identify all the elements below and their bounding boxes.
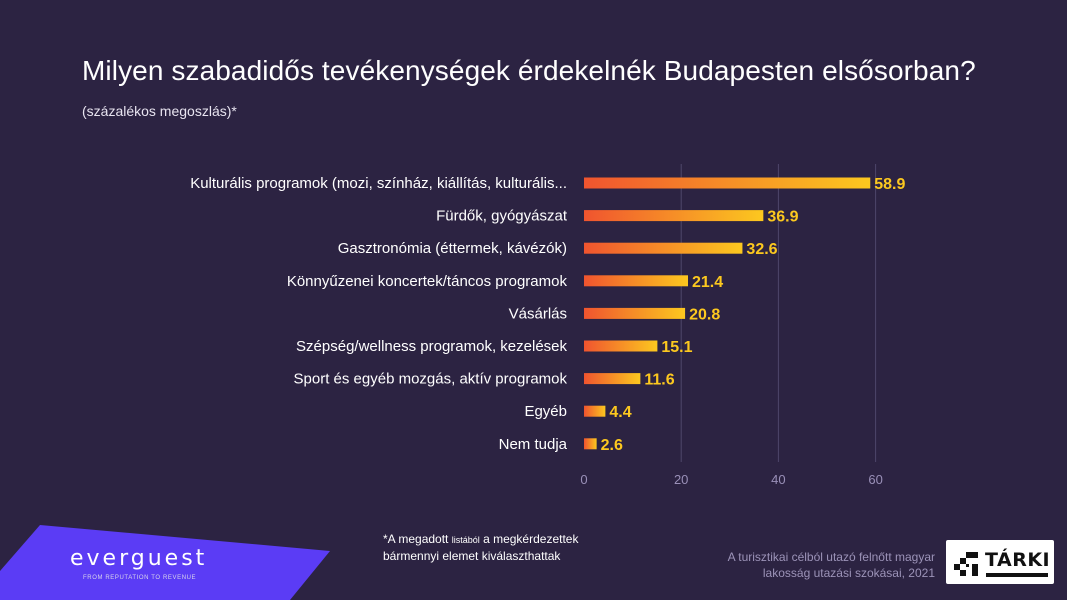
value-label: 58.9 (874, 176, 905, 193)
bar (584, 340, 658, 352)
tarki-logo-underline (986, 573, 1048, 577)
tarki-logo-text: TÁRKI (985, 549, 1051, 571)
x-tick-label: 40 (771, 472, 785, 487)
category-label: Kulturális programok (mozi, színház, kiá… (190, 175, 567, 192)
tarki-logo-icon (954, 552, 978, 576)
page-title: Milyen szabadidős tevékenységek érdekeln… (82, 55, 976, 86)
brand-tagline: FROM REPUTATION TO REVENUE (83, 575, 197, 581)
bar (584, 275, 689, 287)
value-label: 15.1 (661, 339, 692, 356)
brand-logo-text: everguest (70, 546, 208, 571)
bar (584, 438, 597, 450)
x-tick-label: 0 (580, 472, 587, 487)
brand-banner-shape (0, 525, 330, 600)
category-label: Szépség/wellness programok, kezelések (296, 338, 567, 355)
x-tick-label: 20 (674, 472, 688, 487)
bar-chart: 0 20 40 60 Kulturális programok (mozi, szính… (190, 164, 905, 487)
category-label: Nem tudja (499, 436, 568, 453)
category-label: Egyéb (524, 403, 567, 420)
footnote: *A megadott listából a megkérdezettek bá… (383, 531, 578, 564)
tarki-logo: TÁRKI (946, 540, 1054, 584)
category-label: Sport és egyéb mozgás, aktív programok (294, 371, 568, 388)
bar (584, 210, 764, 222)
value-label: 2.6 (601, 437, 623, 454)
value-label: 32.6 (746, 241, 777, 258)
page-subtitle: (százalékos megoszlás)* (82, 103, 237, 119)
footnote-text-3: bármennyi elemet kiválaszthattak (383, 549, 561, 563)
category-label: Könnyűzenei koncertek/táncos programok (287, 273, 568, 290)
value-label: 36.9 (767, 209, 798, 226)
footnote-small-text: listából (451, 535, 480, 545)
category-label: Gasztronómia (éttermek, kávézók) (338, 240, 567, 257)
value-label: 20.8 (689, 306, 720, 323)
bar (584, 405, 606, 417)
value-label: 11.6 (644, 372, 674, 389)
bar (584, 373, 641, 385)
x-tick-label: 60 (868, 472, 882, 487)
footnote-text-2: a megkérdezettek (479, 532, 579, 546)
category-label: Vásárlás (509, 305, 567, 322)
value-label: 4.4 (609, 404, 631, 421)
value-label: 21.4 (692, 274, 723, 291)
bar (584, 177, 871, 189)
source-line-1: A turisztikai célból utazó felnőtt magya… (727, 550, 935, 564)
bar (584, 307, 686, 319)
bar (584, 242, 743, 254)
source-line-2: lakosság utazási szokásai, 2021 (762, 566, 935, 580)
category-label: Fürdők, gyógyászat (436, 208, 568, 225)
source-note: A turisztikai célból utazó felnőtt magya… (675, 549, 935, 581)
footnote-text-1: *A megadott (383, 532, 452, 546)
